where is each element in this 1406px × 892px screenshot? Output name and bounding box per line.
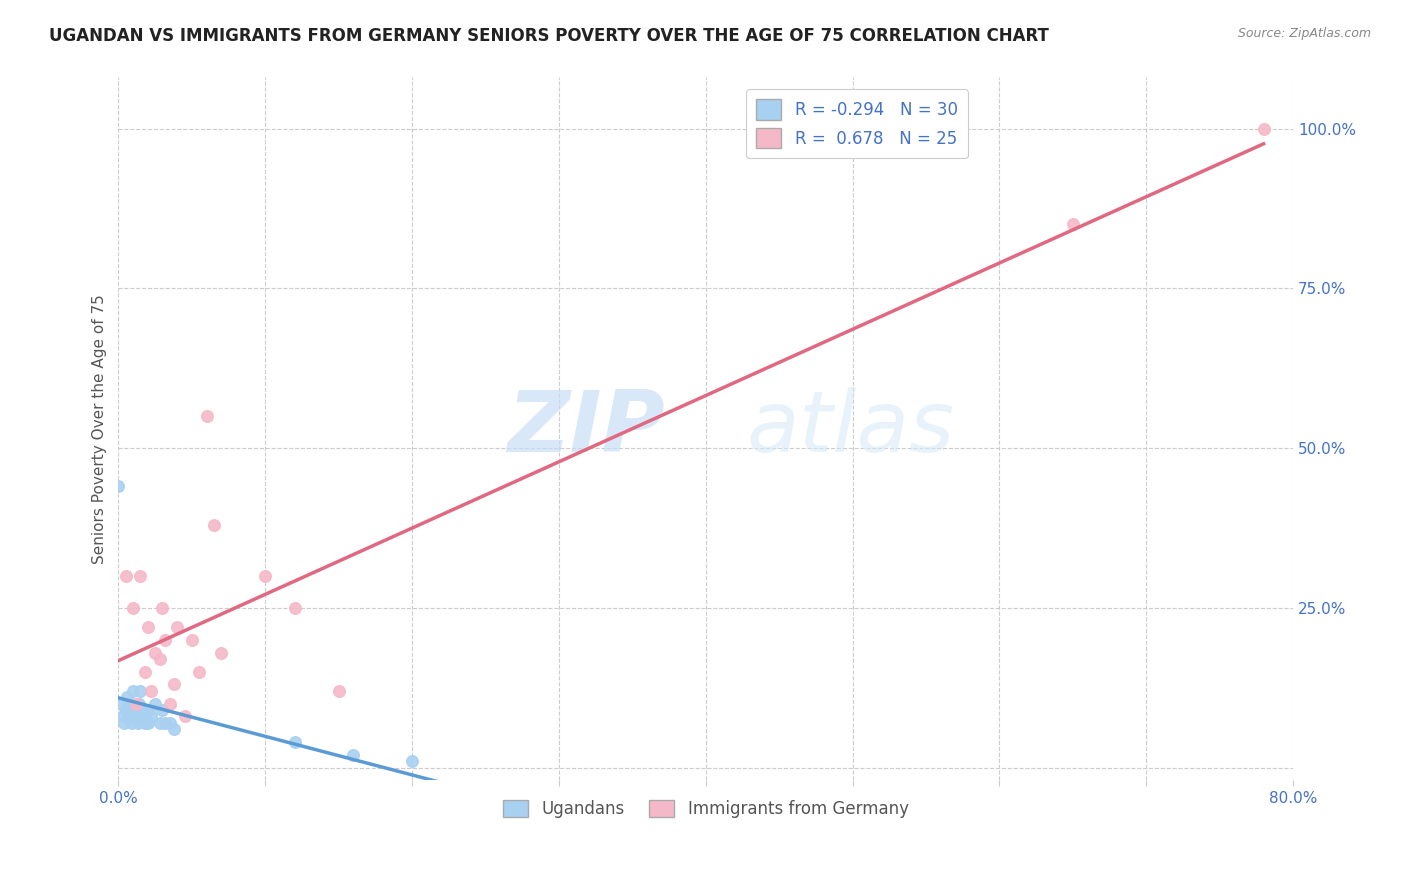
- Point: [143, 646, 166, 660]
- Point: [342, 747, 364, 762]
- Point: [143, 697, 166, 711]
- Point: [152, 703, 174, 717]
- Point: [152, 600, 174, 615]
- Legend: Ugandans, Immigrants from Germany: Ugandans, Immigrants from Germany: [496, 793, 915, 825]
- Point: [131, 703, 153, 717]
- Point: [328, 683, 350, 698]
- Point: [120, 697, 142, 711]
- Point: [129, 569, 152, 583]
- Point: [136, 620, 159, 634]
- Point: [195, 409, 218, 423]
- Point: [136, 715, 159, 730]
- Point: [127, 715, 149, 730]
- Point: [139, 683, 162, 698]
- Point: [121, 715, 143, 730]
- Point: [188, 665, 211, 679]
- Point: [155, 632, 177, 647]
- Point: [401, 754, 423, 768]
- Point: [122, 703, 145, 717]
- Point: [284, 600, 307, 615]
- Point: [159, 697, 181, 711]
- Point: [111, 709, 134, 723]
- Point: [202, 517, 225, 532]
- Point: [114, 703, 136, 717]
- Point: [155, 715, 177, 730]
- Point: [134, 715, 156, 730]
- Text: atlas: atlas: [747, 387, 955, 470]
- Point: [132, 709, 155, 723]
- Point: [163, 722, 186, 736]
- Point: [122, 600, 145, 615]
- Point: [134, 665, 156, 679]
- Point: [125, 709, 148, 723]
- Point: [128, 697, 150, 711]
- Point: [1253, 121, 1275, 136]
- Y-axis label: Seniors Poverty Over the Age of 75: Seniors Poverty Over the Age of 75: [93, 294, 107, 564]
- Point: [122, 683, 145, 698]
- Point: [114, 569, 136, 583]
- Point: [159, 715, 181, 730]
- Point: [118, 709, 141, 723]
- Point: [112, 715, 135, 730]
- Point: [139, 709, 162, 723]
- Point: [163, 677, 186, 691]
- Point: [1062, 218, 1084, 232]
- Point: [117, 690, 139, 705]
- Text: Source: ZipAtlas.com: Source: ZipAtlas.com: [1237, 27, 1371, 40]
- Point: [129, 683, 152, 698]
- Point: [180, 632, 202, 647]
- Point: [148, 652, 170, 666]
- Point: [136, 703, 159, 717]
- Point: [107, 479, 129, 493]
- Point: [284, 735, 307, 749]
- Text: UGANDAN VS IMMIGRANTS FROM GERMANY SENIORS POVERTY OVER THE AGE OF 75 CORRELATIO: UGANDAN VS IMMIGRANTS FROM GERMANY SENIO…: [49, 27, 1049, 45]
- Text: ZIP: ZIP: [508, 387, 665, 470]
- Point: [125, 697, 148, 711]
- Point: [110, 697, 132, 711]
- Point: [173, 709, 195, 723]
- Point: [209, 646, 232, 660]
- Point: [254, 569, 277, 583]
- Point: [148, 715, 170, 730]
- Point: [166, 620, 188, 634]
